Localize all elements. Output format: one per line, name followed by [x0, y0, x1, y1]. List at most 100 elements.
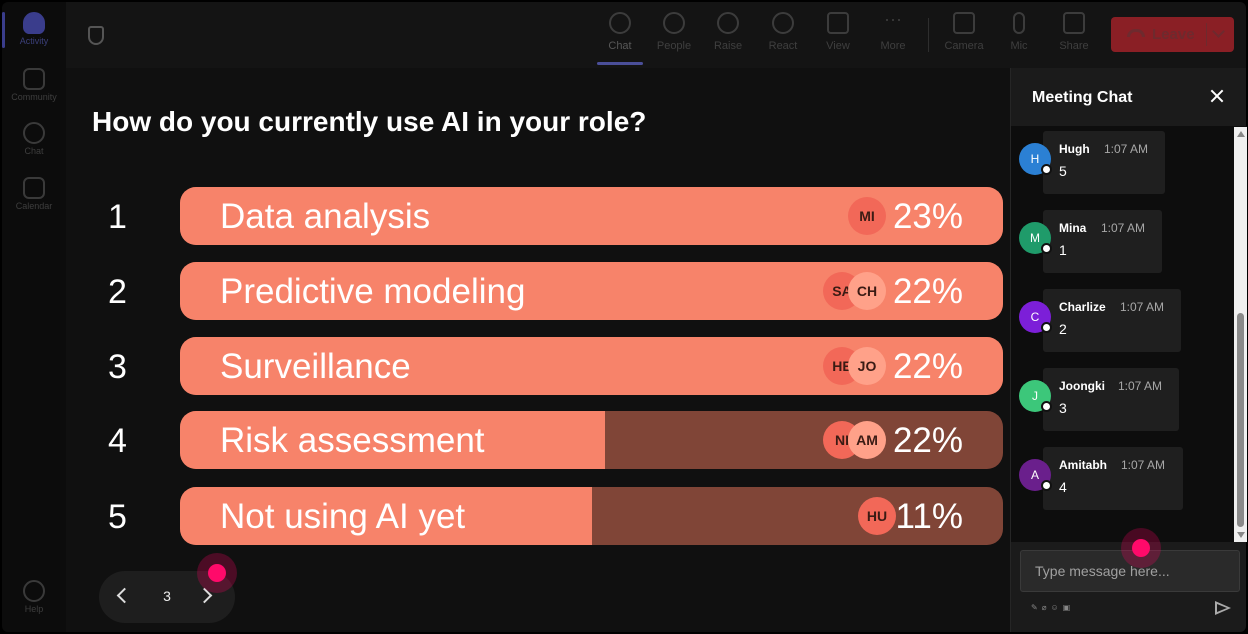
rail-item-activity[interactable]: Activity	[2, 12, 66, 46]
chat-message: Amitabh 1:07 AM 4	[1043, 447, 1183, 510]
close-icon[interactable]	[1209, 88, 1225, 104]
message-input[interactable]	[1020, 550, 1240, 592]
chat-scrollbar[interactable]	[1234, 127, 1247, 542]
leave-label: Leave	[1152, 26, 1195, 43]
message-text: 3	[1059, 400, 1067, 416]
status-dot	[1041, 322, 1052, 333]
toolbar-people-button[interactable]: People	[648, 12, 700, 52]
poll-stage: How do you currently use AI in your role…	[66, 68, 1010, 632]
message-time: 1:07 AM	[1120, 300, 1165, 314]
poll-option: 3 Surveillance HE JO 22%	[66, 337, 1010, 395]
toolbar-label: Share	[1059, 40, 1089, 52]
chevron-down-icon[interactable]	[1212, 25, 1225, 38]
toolbar-react-button[interactable]: React	[757, 12, 809, 52]
rail-item-calendar[interactable]: Calendar	[2, 177, 66, 211]
format-toolbar[interactable]: ✎⌀☺▣	[1031, 603, 1074, 612]
message-time: 1:07 AM	[1118, 379, 1163, 393]
chat-message: Hugh 1:07 AM 5	[1043, 131, 1165, 194]
toolbar-label: Raise	[713, 40, 743, 52]
toolbar-label: More	[880, 40, 906, 52]
toolbar-chat-button[interactable]: Chat	[594, 12, 646, 52]
emoji-icon[interactable]: ☺	[1050, 603, 1063, 612]
meeting-toolbar: Chat People Raise React View ··· More Ca…	[66, 2, 1246, 68]
option-percentage: 11%	[895, 497, 963, 536]
avatar: JO	[848, 347, 886, 385]
toolbar-mic-button[interactable]: Mic	[993, 12, 1045, 52]
sender-name: Amitabh	[1059, 458, 1107, 472]
attach-icon[interactable]: ⌀	[1041, 603, 1051, 612]
toolbar-raise-button[interactable]: Raise	[702, 12, 754, 52]
shield-icon[interactable]	[88, 26, 104, 45]
rail-item-community[interactable]: Community	[2, 68, 66, 102]
camera-icon	[953, 12, 975, 34]
chat-message: Charlize 1:07 AM 2	[1043, 289, 1181, 352]
grid-icon	[827, 12, 849, 34]
chevron-left-icon[interactable]	[116, 587, 133, 604]
rail-item-help[interactable]: Help	[2, 580, 66, 614]
option-bar-fill	[180, 411, 606, 469]
hand-icon	[717, 12, 739, 34]
rail-item-chat[interactable]: Chat	[2, 122, 66, 156]
chat-icon	[609, 12, 631, 34]
bell-icon	[23, 12, 45, 34]
community-icon	[23, 68, 45, 90]
option-percentage: 23%	[892, 197, 963, 236]
toolbar-label: People	[656, 40, 692, 52]
option-bar: Risk assessment NI AM 22%	[180, 411, 1003, 469]
option-bar: Surveillance HE JO 22%	[180, 337, 1003, 395]
scroll-down-icon[interactable]	[1237, 532, 1245, 538]
option-label: Not using AI yet	[220, 497, 466, 536]
message-time: 1:07 AM	[1104, 142, 1149, 156]
poll-question: How do you currently use AI in your role…	[92, 106, 647, 137]
option-number: 4	[108, 422, 127, 460]
rail-active-indicator	[2, 12, 5, 48]
chat-message-list: Hugh 1:07 AM 5 H Mina 1:07 AM 1 M Charli…	[1011, 127, 1234, 542]
option-percentage: 22%	[892, 272, 963, 311]
toolbar-more-button[interactable]: ··· More	[867, 9, 919, 52]
sender-name: Joongki	[1059, 379, 1106, 393]
sender-name: Mina	[1059, 221, 1087, 235]
status-dot	[1041, 164, 1052, 175]
toolbar-divider	[928, 18, 929, 52]
toolbar-share-button[interactable]: Share	[1048, 12, 1100, 52]
smiley-icon	[772, 12, 794, 34]
chat-message: Joongki 1:07 AM 3	[1043, 368, 1179, 431]
option-bar-fill	[180, 487, 592, 545]
people-icon	[663, 12, 685, 34]
option-label: Data analysis	[220, 197, 431, 236]
click-indicator	[1121, 528, 1161, 568]
option-bar: Predictive modeling SA CH 22%	[180, 262, 1003, 320]
message-text: 5	[1059, 163, 1067, 179]
leave-button[interactable]: Leave	[1111, 17, 1234, 52]
gif-icon[interactable]: ▣	[1062, 603, 1075, 612]
poll-option: 4 Risk assessment NI AM 22%	[66, 411, 1010, 469]
mic-icon	[1013, 12, 1025, 34]
option-number: 3	[108, 348, 127, 386]
toolbar-camera-button[interactable]: Camera	[938, 12, 990, 52]
avatar: J	[1019, 380, 1052, 412]
scroll-up-icon[interactable]	[1237, 131, 1245, 137]
share-icon	[1063, 12, 1085, 34]
more-icon: ···	[884, 9, 902, 29]
avatar: C	[1019, 301, 1052, 333]
rail-item-label: Community	[11, 92, 57, 102]
toolbar-label: Mic	[1010, 40, 1028, 52]
sender-name: Charlize	[1059, 300, 1106, 314]
chat-message: Mina 1:07 AM 1	[1043, 210, 1162, 273]
scrollbar-thumb[interactable]	[1237, 313, 1244, 527]
format-icon[interactable]: ✎	[1031, 603, 1042, 612]
message-text: 4	[1059, 479, 1067, 495]
sender-name: Hugh	[1059, 142, 1090, 156]
page-number: 3	[163, 588, 171, 604]
send-icon[interactable]	[1215, 601, 1231, 615]
phone-hangup-icon	[1127, 29, 1145, 37]
chat-icon	[23, 122, 45, 144]
rail-item-label: Help	[24, 604, 44, 614]
message-text: 1	[1059, 242, 1067, 258]
rail-item-label: Chat	[24, 146, 44, 156]
status-dot	[1041, 243, 1052, 254]
option-percentage: 22%	[892, 421, 963, 460]
chat-title: Meeting Chat	[1032, 89, 1133, 106]
toolbar-view-button[interactable]: View	[812, 12, 864, 52]
avatar: M	[1019, 222, 1052, 254]
